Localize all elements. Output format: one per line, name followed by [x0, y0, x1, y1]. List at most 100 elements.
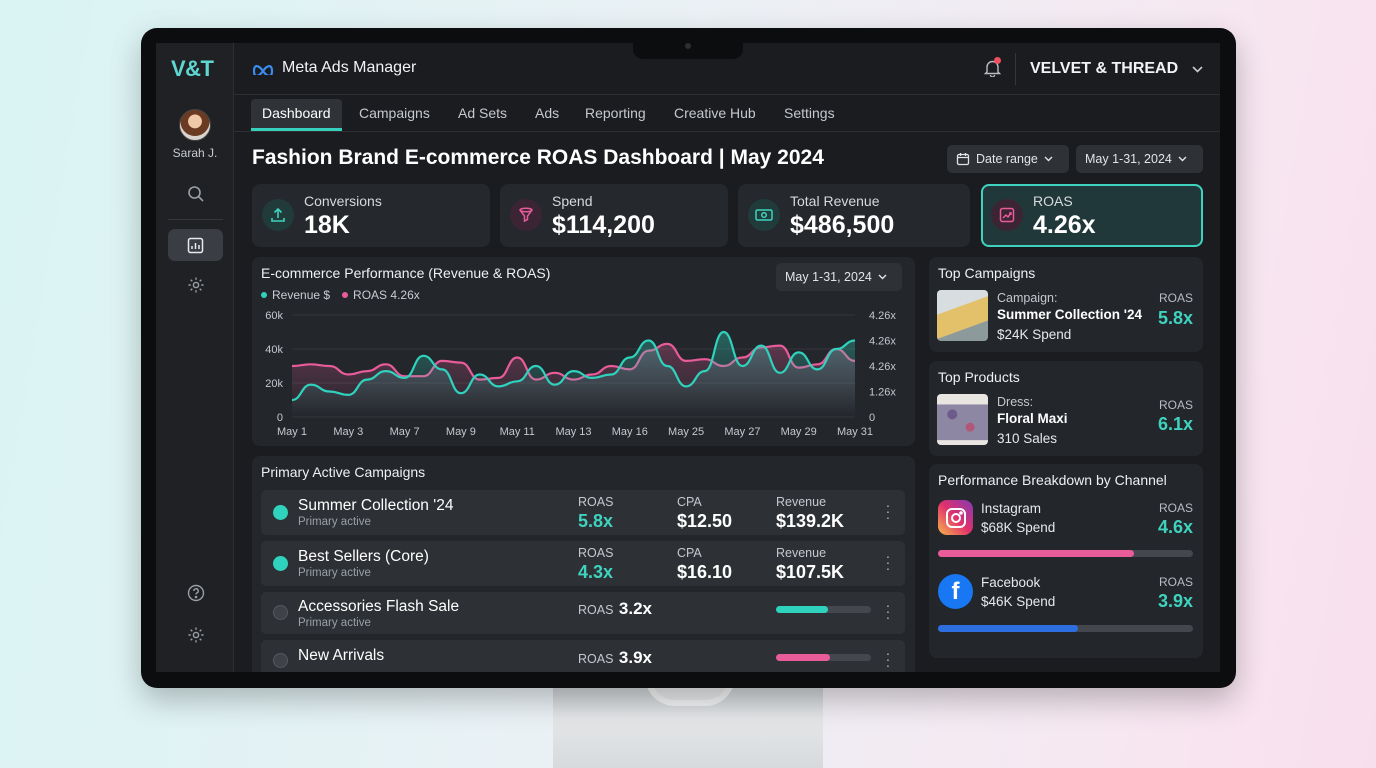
x-tick-label: May 9	[446, 426, 476, 438]
chevron-down-icon	[1192, 65, 1203, 73]
x-tick-label: May 11	[500, 426, 535, 438]
campaign-name: Summer Collection '24	[997, 307, 1142, 322]
roas-value: 4.6x	[1157, 517, 1193, 537]
progress-bar	[776, 606, 871, 613]
tab-ad-sets[interactable]: Ad Sets	[458, 105, 508, 121]
settings-gear-icon[interactable]	[168, 619, 223, 651]
trend-up-icon	[991, 199, 1023, 231]
chart-date-value: May 1-31, 2024	[785, 270, 872, 284]
product-sales: 310 Sales	[997, 431, 1058, 446]
roas-label: ROAS	[1158, 398, 1193, 412]
roas-inline: ROAS 3.9x	[578, 648, 653, 667]
campaign-row[interactable]: Summer Collection '24 Primary active ROA…	[261, 490, 905, 535]
tab-settings[interactable]: Settings	[784, 105, 835, 121]
kpi-card-roas[interactable]: ROAS 4.26x	[981, 184, 1203, 247]
kpi-label: ROAS	[1033, 193, 1073, 209]
revenue-label: Revenue	[776, 546, 827, 560]
kpi-label: Total Revenue	[790, 193, 880, 209]
camera-notch	[633, 40, 743, 59]
status-dot	[273, 505, 288, 520]
notification-bell-icon[interactable]	[983, 57, 1002, 82]
tab-dashboard[interactable]: Dashboard	[251, 99, 342, 131]
tab-creative-hub[interactable]: Creative Hub	[674, 105, 756, 121]
tab-ads[interactable]: Ads	[535, 105, 560, 121]
status-dot	[273, 556, 288, 571]
channel-progress-bar	[938, 550, 1193, 557]
topbar-divider	[1015, 53, 1016, 85]
chevron-down-icon	[1178, 156, 1187, 162]
kpi-value: 4.26x	[1033, 211, 1096, 239]
channel-name: Instagram	[981, 501, 1042, 516]
campaign-spend: $24K Spend	[997, 327, 1072, 342]
more-options-icon[interactable]: · · ·	[885, 548, 891, 576]
campaign-status: Primary active	[298, 617, 371, 629]
campaign-row[interactable]: New Arrivals ROAS 3.9x · · ·	[261, 640, 905, 672]
tab-reporting[interactable]: Reporting	[585, 105, 646, 121]
kpi-value: $114,200	[552, 211, 655, 239]
tab-campaigns[interactable]: Campaigns	[359, 105, 430, 121]
meta-logo-icon	[252, 64, 274, 75]
account-switcher[interactable]: VELVET & THREAD	[1030, 60, 1203, 78]
account-name: VELVET & THREAD	[1030, 60, 1179, 77]
campaign-row[interactable]: Best Sellers (Core) Primary active ROAS …	[261, 541, 905, 586]
gear-icon[interactable]	[168, 269, 223, 301]
chart-legend: Revenue $ ROAS 4.26x	[261, 288, 420, 302]
roas-value: 5.8x	[1157, 308, 1193, 328]
channel-facebook[interactable]: f Facebook $46K Spend ROAS 3.9x	[929, 564, 1203, 658]
y-tick-label: 20k	[265, 378, 283, 390]
upload-icon	[262, 199, 294, 231]
revenue-value: $139.2K	[776, 511, 845, 531]
x-tick-label: May 27	[724, 426, 760, 438]
date-range-dropdown[interactable]: Date range	[947, 145, 1069, 173]
help-icon[interactable]	[168, 577, 223, 609]
legend-revenue: Revenue $	[261, 288, 330, 302]
kpi-card-total-revenue[interactable]: Total Revenue $486,500	[738, 184, 970, 247]
series-line	[291, 330, 856, 402]
x-tick-label: May 31	[837, 426, 873, 438]
x-tick-label: May 29	[781, 426, 817, 438]
kpi-card-spend[interactable]: Spend $114,200	[500, 184, 728, 247]
more-options-icon[interactable]: · · ·	[885, 597, 891, 625]
dashboard-icon[interactable]	[168, 229, 223, 261]
page-title: Fashion Brand E-commerce ROAS Dashboard …	[252, 146, 824, 169]
kpi-value: 18K	[304, 211, 350, 239]
chevron-down-icon	[878, 274, 887, 280]
roas-value: 3.9x	[618, 648, 653, 667]
progress-fill	[938, 625, 1079, 632]
chevron-down-icon	[1044, 156, 1053, 162]
user-avatar[interactable]	[179, 109, 211, 141]
campaigns-panel: Primary Active Campaigns Summer Collecti…	[252, 456, 915, 672]
kpi-card-conversions[interactable]: Conversions 18K	[252, 184, 490, 247]
app-title-text: Meta Ads Manager	[282, 59, 417, 76]
campaign-label: Campaign:	[997, 291, 1058, 305]
top-bar: Meta Ads Manager VELVET & THREAD	[234, 43, 1220, 95]
campaign-name: Summer Collection '24	[298, 497, 454, 514]
top-products-panel[interactable]: Top Products Dress: Floral Maxi 310 Sale…	[929, 361, 1203, 456]
cpa-label: CPA	[677, 495, 702, 509]
channel-instagram[interactable]: Instagram $68K Spend ROAS 4.6x	[929, 464, 1203, 560]
channel-name: Facebook	[981, 575, 1041, 590]
x-tick-label: May 16	[612, 426, 648, 438]
date-value: May 1-31, 2024	[1085, 152, 1172, 166]
facebook-icon: f	[938, 574, 973, 609]
legend-roas: ROAS 4.26x	[342, 288, 420, 302]
campaign-row[interactable]: Accessories Flash Sale Primary active RO…	[261, 592, 905, 634]
notification-dot	[994, 57, 1001, 64]
date-value-dropdown[interactable]: May 1-31, 2024	[1076, 145, 1203, 173]
funnel-icon	[510, 199, 542, 231]
top-campaigns-panel[interactable]: Top Campaigns Campaign: Summer Collectio…	[929, 257, 1203, 352]
more-options-icon[interactable]: · · ·	[885, 497, 891, 525]
status-dot	[273, 653, 288, 668]
chart-date-dropdown[interactable]: May 1-31, 2024	[776, 263, 902, 291]
top-products-title: Top Products	[938, 369, 1020, 385]
date-range-label: Date range	[976, 152, 1038, 166]
kpi-value: $486,500	[790, 211, 895, 239]
product-thumbnail	[937, 394, 988, 445]
more-options-icon[interactable]: · · ·	[885, 645, 891, 672]
search-icon[interactable]	[168, 178, 223, 210]
product-name: Floral Maxi	[997, 411, 1068, 426]
sidebar-divider	[168, 219, 223, 220]
channel-spend: $68K Spend	[981, 520, 1056, 535]
progress-fill	[776, 654, 831, 661]
money-icon	[748, 199, 780, 231]
